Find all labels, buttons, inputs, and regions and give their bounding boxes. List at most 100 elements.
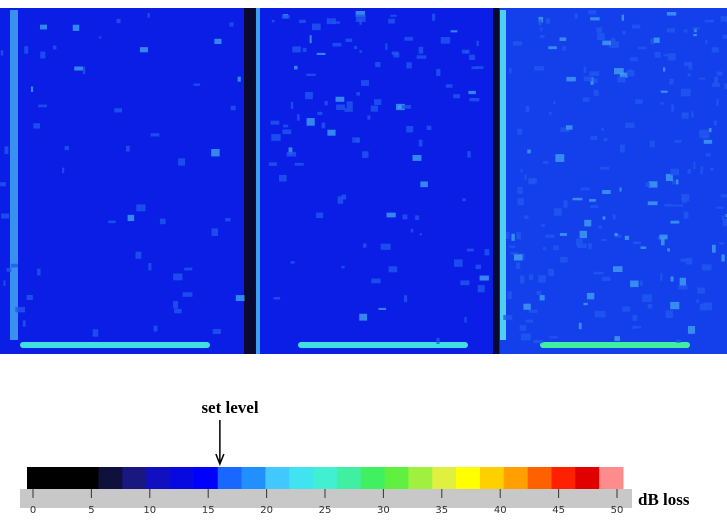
speckle xyxy=(678,284,688,290)
speckle xyxy=(680,258,688,262)
speckle xyxy=(527,149,531,154)
speckle xyxy=(660,90,668,93)
speckle xyxy=(580,187,590,191)
speckle xyxy=(469,98,480,102)
speckle xyxy=(398,105,402,109)
speckle xyxy=(601,276,611,282)
speckle xyxy=(509,245,516,248)
speckle xyxy=(654,51,661,58)
speckle xyxy=(553,100,556,105)
speckle xyxy=(355,10,365,17)
speckle xyxy=(696,299,699,303)
speckle xyxy=(436,68,441,77)
speckle xyxy=(332,21,340,24)
speckle xyxy=(523,303,531,310)
speckle xyxy=(193,83,201,86)
speckle xyxy=(596,310,606,318)
speckle xyxy=(404,36,414,41)
speckle xyxy=(614,233,618,237)
speckle xyxy=(305,91,313,100)
speckle xyxy=(639,280,643,286)
speckle xyxy=(697,287,705,294)
speckle xyxy=(0,182,6,187)
speckle xyxy=(184,267,193,271)
speckle xyxy=(344,108,353,112)
scale-strip xyxy=(20,489,632,508)
speckle xyxy=(701,264,712,271)
speckle xyxy=(297,114,300,121)
speckle xyxy=(593,89,599,97)
speckle xyxy=(665,310,673,319)
speckle xyxy=(722,34,727,39)
speckle xyxy=(624,235,630,240)
speckle xyxy=(548,46,557,50)
speckle xyxy=(704,19,715,23)
speckle xyxy=(648,181,658,188)
speckle xyxy=(468,90,476,95)
speckle xyxy=(519,275,525,284)
speckle xyxy=(386,212,396,218)
speckle xyxy=(667,248,670,252)
speckle xyxy=(290,101,294,109)
speckle xyxy=(630,280,639,288)
speckle xyxy=(321,122,326,129)
speckle xyxy=(40,51,46,59)
speckle xyxy=(517,128,523,135)
speckle xyxy=(374,99,382,105)
speckle xyxy=(513,41,523,46)
speckle xyxy=(419,233,422,236)
speckle xyxy=(538,19,542,26)
speckle xyxy=(575,238,583,246)
speckle xyxy=(699,129,709,138)
speckle xyxy=(271,134,281,141)
speckle xyxy=(127,214,135,222)
speckle xyxy=(600,166,610,170)
speckle xyxy=(722,218,727,227)
speckle xyxy=(579,230,587,239)
speckle xyxy=(610,38,616,44)
speckle xyxy=(467,151,471,158)
bottom-strip xyxy=(20,342,210,348)
speckle xyxy=(237,76,241,82)
speckle xyxy=(327,129,336,136)
speckle xyxy=(82,66,86,75)
speckle xyxy=(445,84,453,88)
speckle xyxy=(212,328,221,335)
speckle xyxy=(363,243,367,248)
speckle xyxy=(317,111,323,115)
color-block xyxy=(146,467,171,489)
tick-label: 5 xyxy=(88,505,94,516)
speckle xyxy=(614,234,622,238)
speckle xyxy=(640,246,647,249)
color-block xyxy=(408,467,433,489)
speckle xyxy=(380,243,391,250)
speckle xyxy=(211,148,220,157)
speckle xyxy=(362,151,369,158)
speckle xyxy=(4,146,9,154)
speckle xyxy=(528,274,534,280)
speckle xyxy=(602,190,611,195)
speckle xyxy=(147,12,150,18)
speckle xyxy=(588,243,592,250)
speckle xyxy=(64,145,70,151)
speckle xyxy=(26,294,33,300)
speckle xyxy=(622,30,626,35)
speckle xyxy=(418,139,423,147)
speckle xyxy=(539,35,545,39)
speckle xyxy=(559,233,567,236)
speckle xyxy=(148,262,152,271)
speckle xyxy=(230,105,236,111)
speckle xyxy=(402,214,408,220)
speckle xyxy=(503,314,513,320)
color-block xyxy=(551,467,576,489)
color-block xyxy=(479,467,505,489)
speckle xyxy=(543,161,549,164)
speckle xyxy=(229,22,234,27)
speckle xyxy=(30,86,34,92)
speckle xyxy=(593,271,604,275)
speckle xyxy=(440,36,451,44)
speckle xyxy=(412,155,422,161)
speckle xyxy=(477,285,485,293)
speckle xyxy=(173,273,183,281)
speckle xyxy=(525,105,530,112)
